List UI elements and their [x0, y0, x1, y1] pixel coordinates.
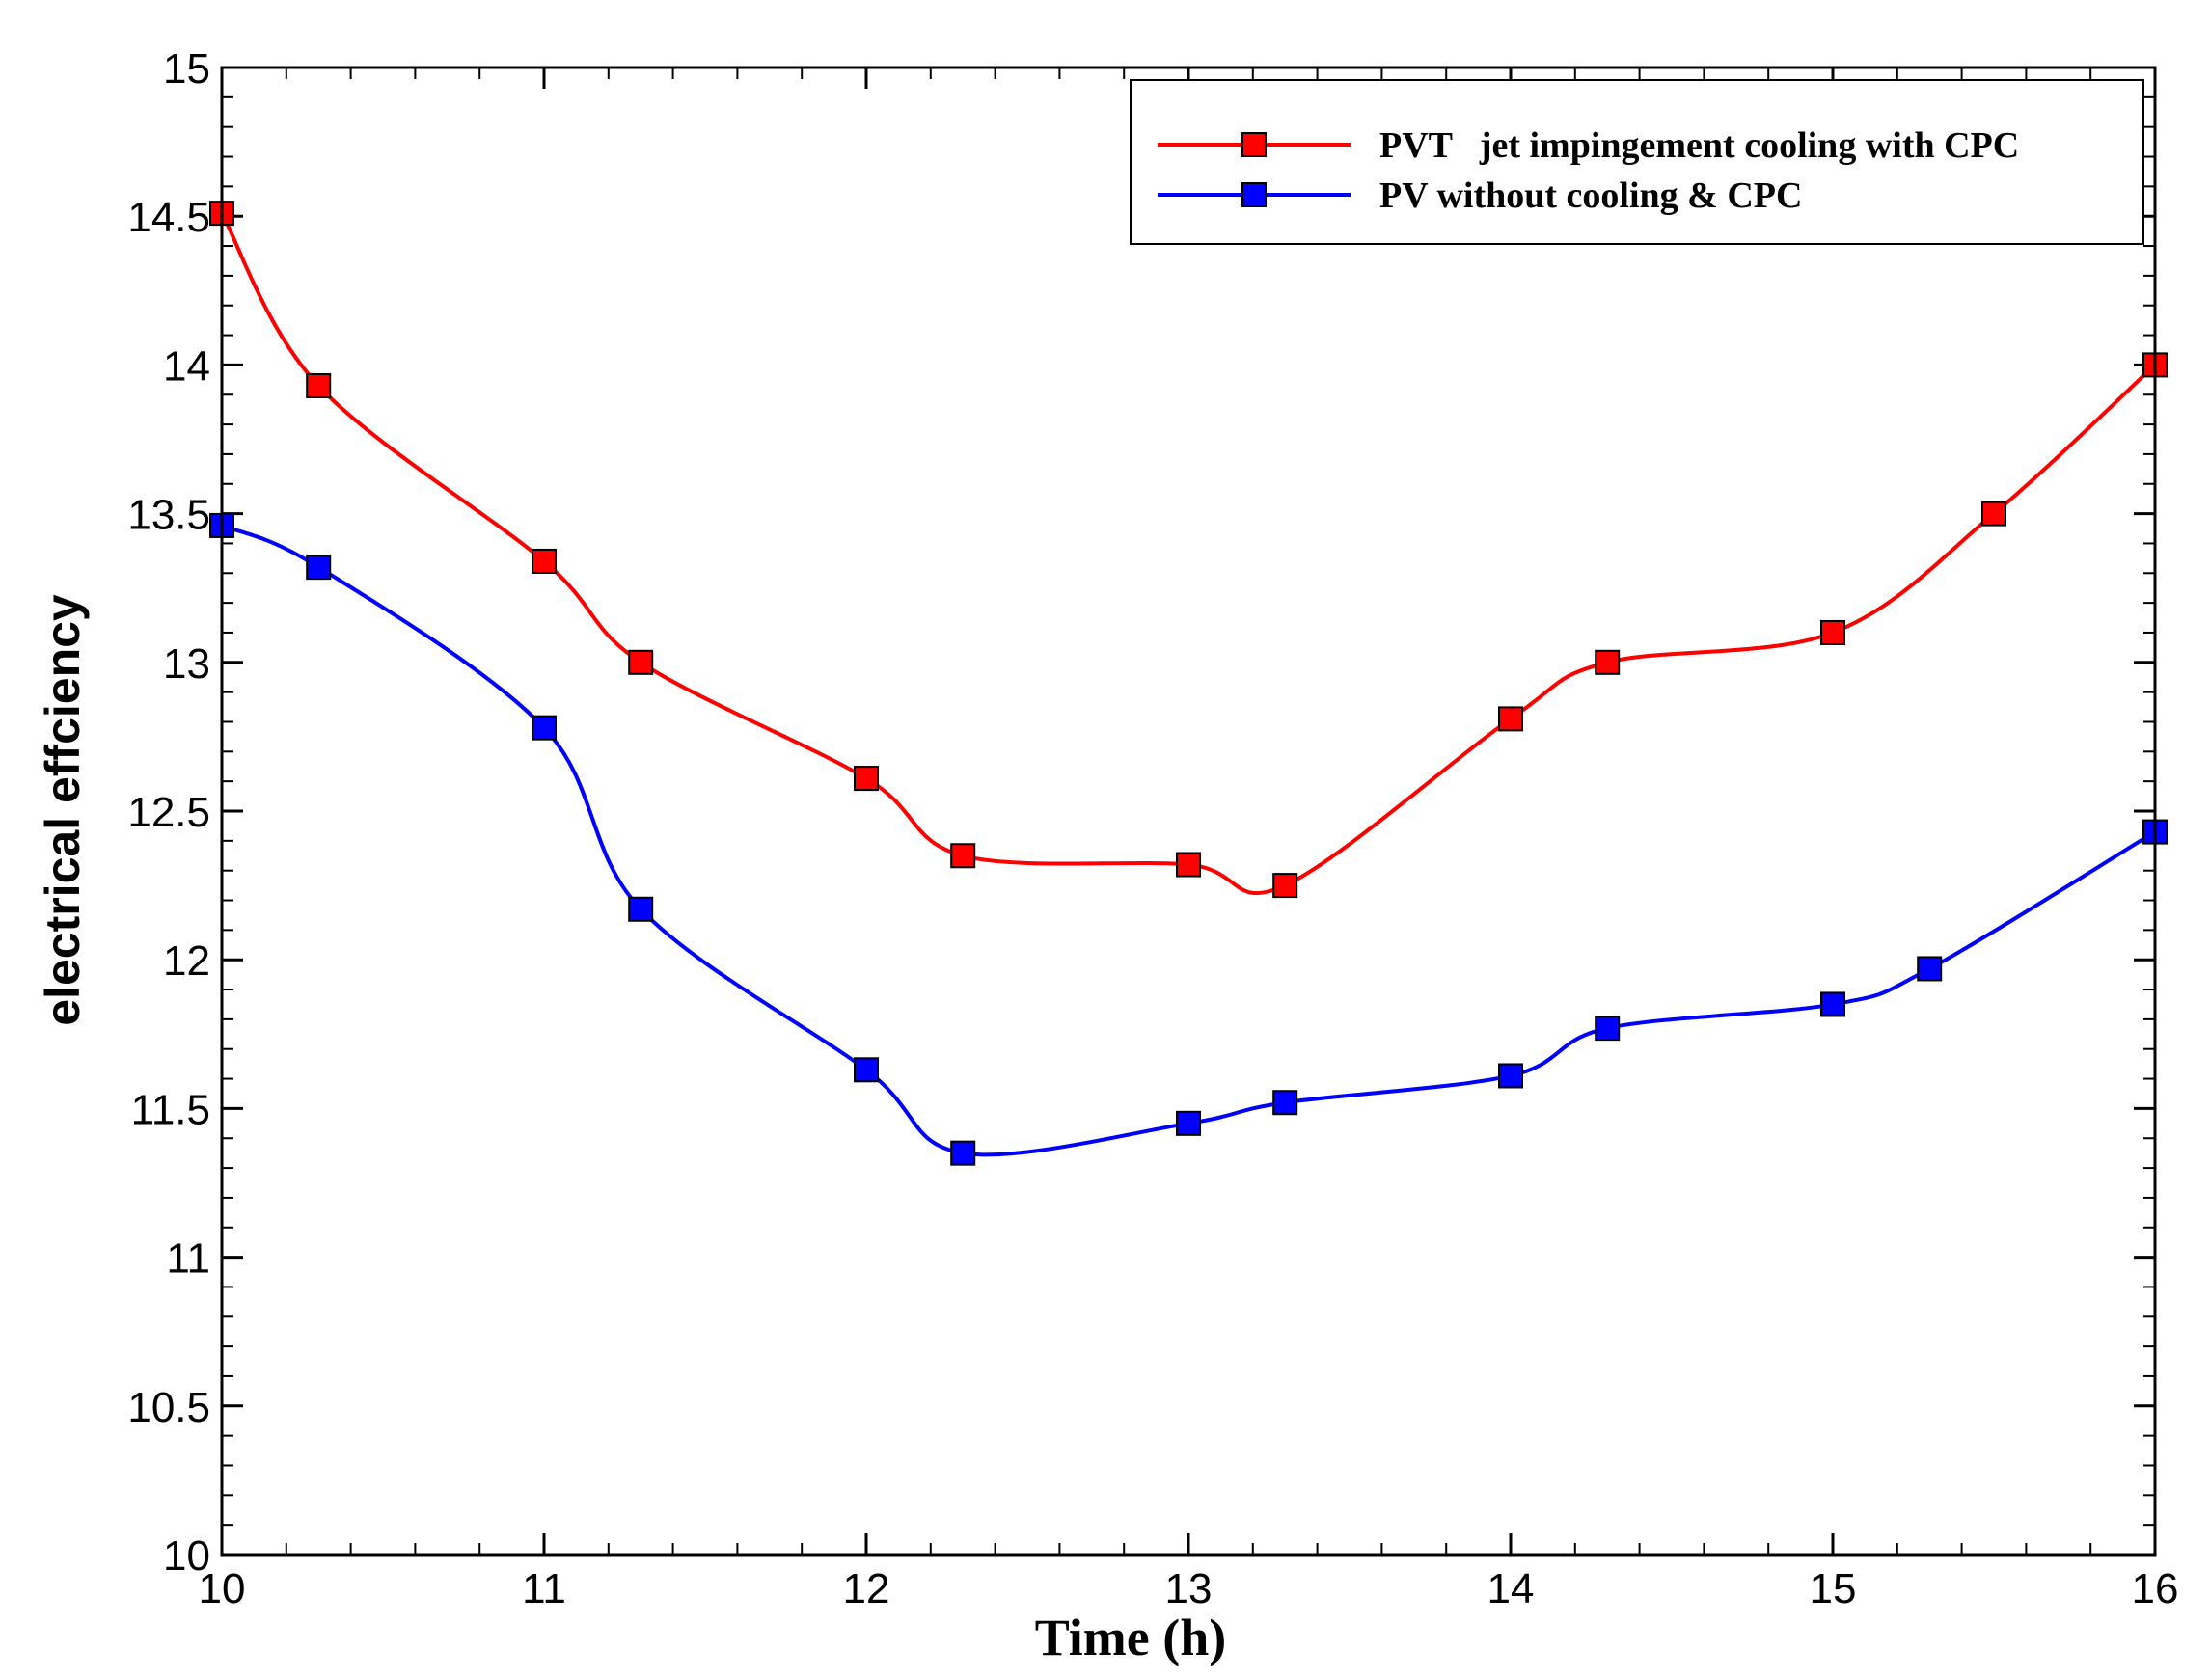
y-tick-label: 14 — [163, 342, 210, 390]
y-tick-label: 12.5 — [127, 789, 210, 836]
x-tick-label: 16 — [2132, 1565, 2179, 1612]
series-2-point — [628, 896, 654, 922]
minor-ticks — [221, 67, 2156, 1556]
legend-box — [1130, 79, 2144, 245]
x-tick-label: 14 — [1487, 1565, 1535, 1612]
series-1-point — [854, 766, 879, 792]
x-tick-label: 10 — [199, 1565, 246, 1612]
series-2-point — [1498, 1063, 1523, 1089]
plot-frame — [220, 66, 2157, 1557]
legend-marker-series-1 — [1241, 132, 1267, 157]
y-axis-title: electrical effciency — [36, 594, 90, 1026]
series-1-point — [532, 548, 557, 574]
series-2-line — [221, 524, 2157, 1157]
x-axis-title: Time (h) — [1035, 1609, 1227, 1666]
series-1 — [209, 201, 2168, 899]
series-2-point — [1272, 1090, 1298, 1116]
y-tick-label: 13.5 — [127, 492, 210, 539]
x-tick-label: 11 — [522, 1565, 566, 1612]
series-1-line — [220, 212, 2157, 896]
x-tick-label: 15 — [1810, 1565, 1857, 1612]
y-tick-labels: 10 10.5 11 11.5 12 12.5 13 13.5 14 14.5 15 — [127, 45, 210, 1580]
x-tick-label: 12 — [843, 1565, 890, 1612]
x-tick-label: 13 — [1165, 1565, 1213, 1612]
series-1-point — [1498, 706, 1523, 732]
series-2-point — [854, 1057, 879, 1083]
major-ticks — [220, 66, 2157, 1557]
series-2-point — [1176, 1110, 1201, 1136]
y-tick-label: 11 — [166, 1235, 210, 1283]
series-1-point — [1272, 873, 1298, 899]
y-tick-label: 10.5 — [127, 1384, 210, 1431]
x-tick-labels: 10 11 12 13 14 15 16 — [199, 1565, 2179, 1612]
series-2-point — [1595, 1016, 1621, 1042]
series-1-point — [628, 649, 654, 675]
series-layer — [209, 201, 2168, 1166]
y-tick-label: 13 — [163, 640, 210, 688]
legend-label-series-2: PV without cooling & CPC — [1379, 176, 1802, 216]
series-1-point — [1595, 649, 1621, 675]
series-2-point — [532, 715, 557, 741]
y-tick-label: 12 — [163, 937, 210, 985]
series-2 — [209, 512, 2168, 1166]
series-2-point — [1917, 956, 1943, 982]
y-tick-label: 14.5 — [127, 194, 210, 241]
series-1-point — [950, 843, 976, 869]
legend-label-series-1: PVT jet impingement cooling with CPC — [1379, 125, 2019, 166]
y-tick-label: 11.5 — [131, 1086, 210, 1133]
legend-marker-series-2 — [1241, 182, 1267, 207]
series-1-point — [1981, 501, 2006, 527]
series-2-point — [950, 1140, 976, 1166]
legend: PVT jet impingement cooling with CPC PV … — [1130, 79, 2144, 245]
y-tick-label: 15 — [163, 45, 210, 93]
series-1-point — [1820, 619, 1845, 645]
series-1-point — [1176, 852, 1201, 878]
series-2-point — [1820, 991, 1845, 1017]
y-tick-label: 10 — [163, 1532, 210, 1580]
series-2-point — [306, 555, 332, 581]
series-1-point — [306, 372, 332, 398]
